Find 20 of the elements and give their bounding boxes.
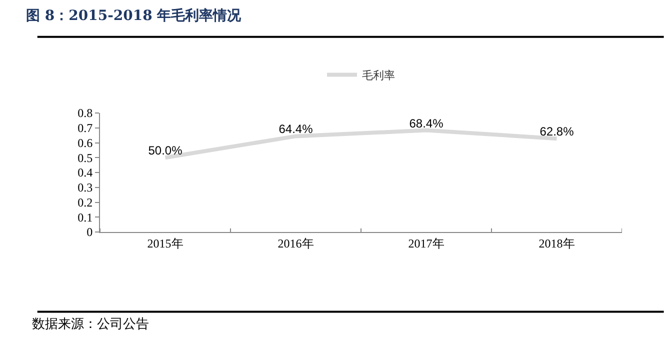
y-tick-label: 0.5 xyxy=(78,150,93,165)
x-tick-label: 2017年 xyxy=(408,236,444,250)
y-tick-label: 0.6 xyxy=(78,136,93,150)
y-tick-label: 0.7 xyxy=(78,121,93,136)
y-tick-label: 0.8 xyxy=(78,106,93,120)
data-label: 50.0% xyxy=(148,144,183,158)
data-label: 68.4% xyxy=(409,116,444,130)
data-label: 62.8% xyxy=(540,124,574,139)
legend-label: 毛利率 xyxy=(362,68,395,82)
source-note: 数据来源：公司公告 xyxy=(32,317,149,332)
y-tick-label: 0.3 xyxy=(78,180,93,195)
y-tick-label: 0 xyxy=(86,225,93,240)
y-tick-label: 0.2 xyxy=(78,195,93,210)
data-label: 64.4% xyxy=(278,122,314,136)
y-tick-label: 0.1 xyxy=(78,210,93,224)
x-tick-label: 2015年 xyxy=(147,236,184,250)
y-tick-label: 0.4 xyxy=(78,166,93,180)
x-tick-label: 2016年 xyxy=(278,236,314,250)
x-tick-label: 2018年 xyxy=(538,236,575,250)
chart-title: 图 8：2015-2018 年毛利率情况 xyxy=(26,7,242,24)
